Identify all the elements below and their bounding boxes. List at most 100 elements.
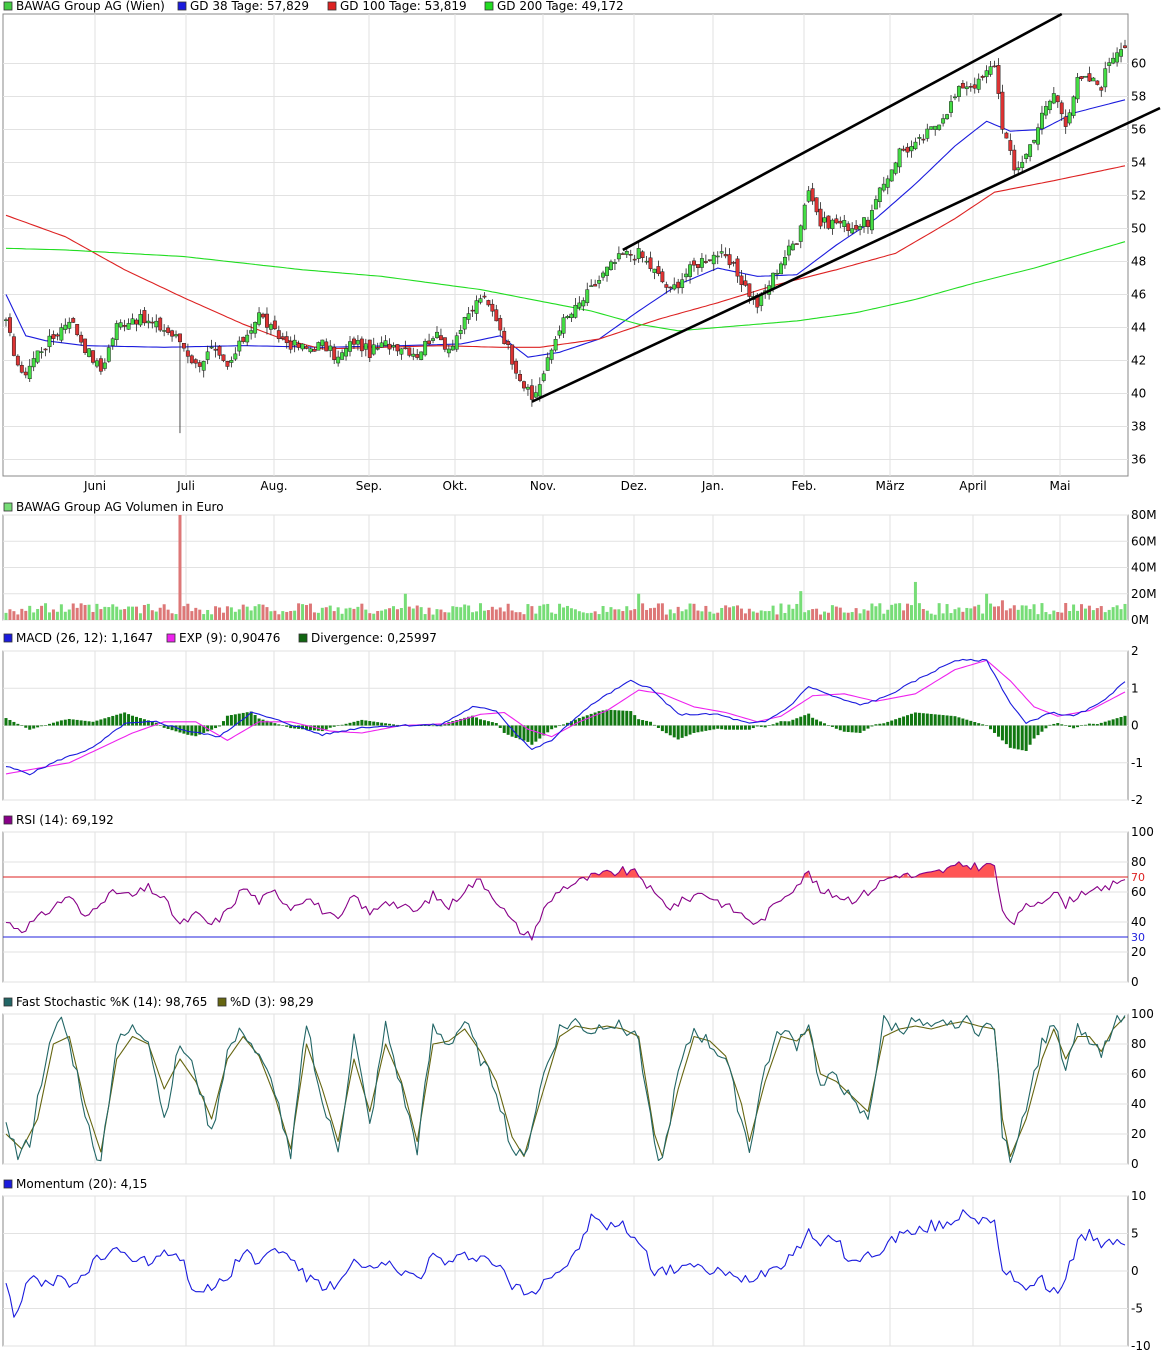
- volume-bar: [878, 603, 882, 620]
- candle-up: [652, 268, 657, 273]
- divergence-bar: [625, 710, 629, 726]
- candle-up: [300, 343, 305, 350]
- candle-down: [178, 333, 182, 343]
- candle-down: [261, 313, 265, 318]
- volume-bar: [134, 606, 138, 620]
- volume-bar: [530, 606, 534, 620]
- volume-bar: [233, 611, 237, 620]
- candle-up: [1111, 57, 1116, 64]
- volume-bar: [237, 609, 241, 620]
- candle-up: [371, 344, 376, 355]
- divergence-bar: [882, 723, 886, 726]
- candle-down: [1012, 149, 1017, 171]
- candle-down: [866, 219, 870, 228]
- candle-up: [616, 253, 621, 260]
- candle-down: [71, 318, 76, 323]
- volume-bar: [894, 603, 898, 620]
- volume-bar: [1095, 608, 1099, 620]
- divergence-bar: [111, 715, 115, 726]
- volume-bar: [8, 609, 12, 620]
- volume-bar: [1076, 610, 1080, 620]
- divergence-bar: [803, 715, 807, 726]
- volume-bar: [368, 613, 372, 620]
- divergence-bar: [324, 725, 328, 730]
- candle-up: [569, 313, 574, 319]
- stoch-legend-label: Fast Stochastic %K (14): 98,765: [16, 995, 207, 1009]
- candle-up: [419, 351, 424, 360]
- candle-down: [276, 330, 281, 340]
- divergence-bar: [609, 709, 613, 726]
- divergence-bar: [743, 725, 747, 730]
- candle-down: [284, 336, 289, 344]
- volume-bar: [127, 606, 131, 620]
- volume-bar: [257, 604, 261, 620]
- candle-up: [253, 322, 258, 334]
- divergence-bar: [917, 712, 921, 726]
- volume-bar: [538, 605, 542, 620]
- candle-down: [486, 300, 491, 306]
- candle-down: [166, 327, 171, 333]
- candle-down: [921, 138, 926, 141]
- volume-bar: [629, 610, 633, 620]
- divergence-bar: [190, 725, 194, 736]
- divergence-bar: [289, 725, 293, 729]
- price-legend-swatch: [484, 1, 494, 11]
- candle-up: [830, 219, 835, 229]
- candle-up: [601, 272, 606, 278]
- divergence-bar: [103, 718, 107, 726]
- divergence-bar: [739, 725, 743, 730]
- candle-up: [411, 353, 416, 357]
- divergence-bar: [431, 725, 435, 727]
- candle-up: [308, 348, 313, 353]
- divergence-bar: [482, 720, 486, 726]
- volume-bar: [1016, 609, 1020, 620]
- divergence-bar: [684, 725, 688, 737]
- volume-bar: [1064, 603, 1068, 620]
- volume-bar: [427, 607, 431, 620]
- candle-down: [620, 253, 625, 255]
- candle-up: [557, 330, 562, 336]
- candle-up: [383, 340, 388, 346]
- divergence-bar: [471, 715, 475, 726]
- candle-up: [47, 335, 52, 348]
- volume-bar: [202, 614, 206, 620]
- volume-bar: [981, 613, 985, 620]
- candle-down: [692, 260, 696, 266]
- divergence-bar: [751, 725, 755, 729]
- candle-down: [19, 365, 24, 373]
- divergence-bar: [435, 725, 439, 727]
- candle-up: [348, 341, 352, 352]
- stoch-panel-ytick-label: 40: [1131, 1097, 1146, 1111]
- divergence-bar: [1107, 720, 1111, 726]
- divergence-bar: [502, 725, 506, 733]
- volume-bar: [198, 609, 202, 620]
- macd-legend-swatch: [166, 633, 176, 643]
- volume-bar: [154, 611, 158, 620]
- candle-up: [233, 353, 238, 360]
- candle-up: [885, 178, 890, 188]
- divergence-bar: [75, 719, 79, 726]
- candle-up: [577, 302, 582, 308]
- volume-bar: [664, 614, 668, 620]
- volume-bar: [364, 609, 368, 620]
- candle-up: [1067, 112, 1072, 124]
- volume-bar: [771, 605, 775, 620]
- month-label: Nov.: [530, 479, 556, 493]
- candle-down: [490, 303, 495, 312]
- volume-bar: [63, 611, 67, 620]
- candle-up: [31, 358, 36, 368]
- candle-down: [367, 339, 372, 358]
- volume-bar: [1115, 605, 1119, 620]
- volume-bar: [1036, 614, 1040, 620]
- candle-up: [842, 220, 847, 227]
- divergence-bar: [1060, 724, 1064, 726]
- volume-bar: [854, 608, 858, 620]
- volume-bar: [783, 612, 787, 620]
- volume-bar: [898, 603, 902, 620]
- volume-bar: [953, 609, 957, 620]
- divergence-bar: [28, 725, 32, 730]
- divergence-bar: [996, 725, 1000, 737]
- volume-bar: [1060, 612, 1064, 620]
